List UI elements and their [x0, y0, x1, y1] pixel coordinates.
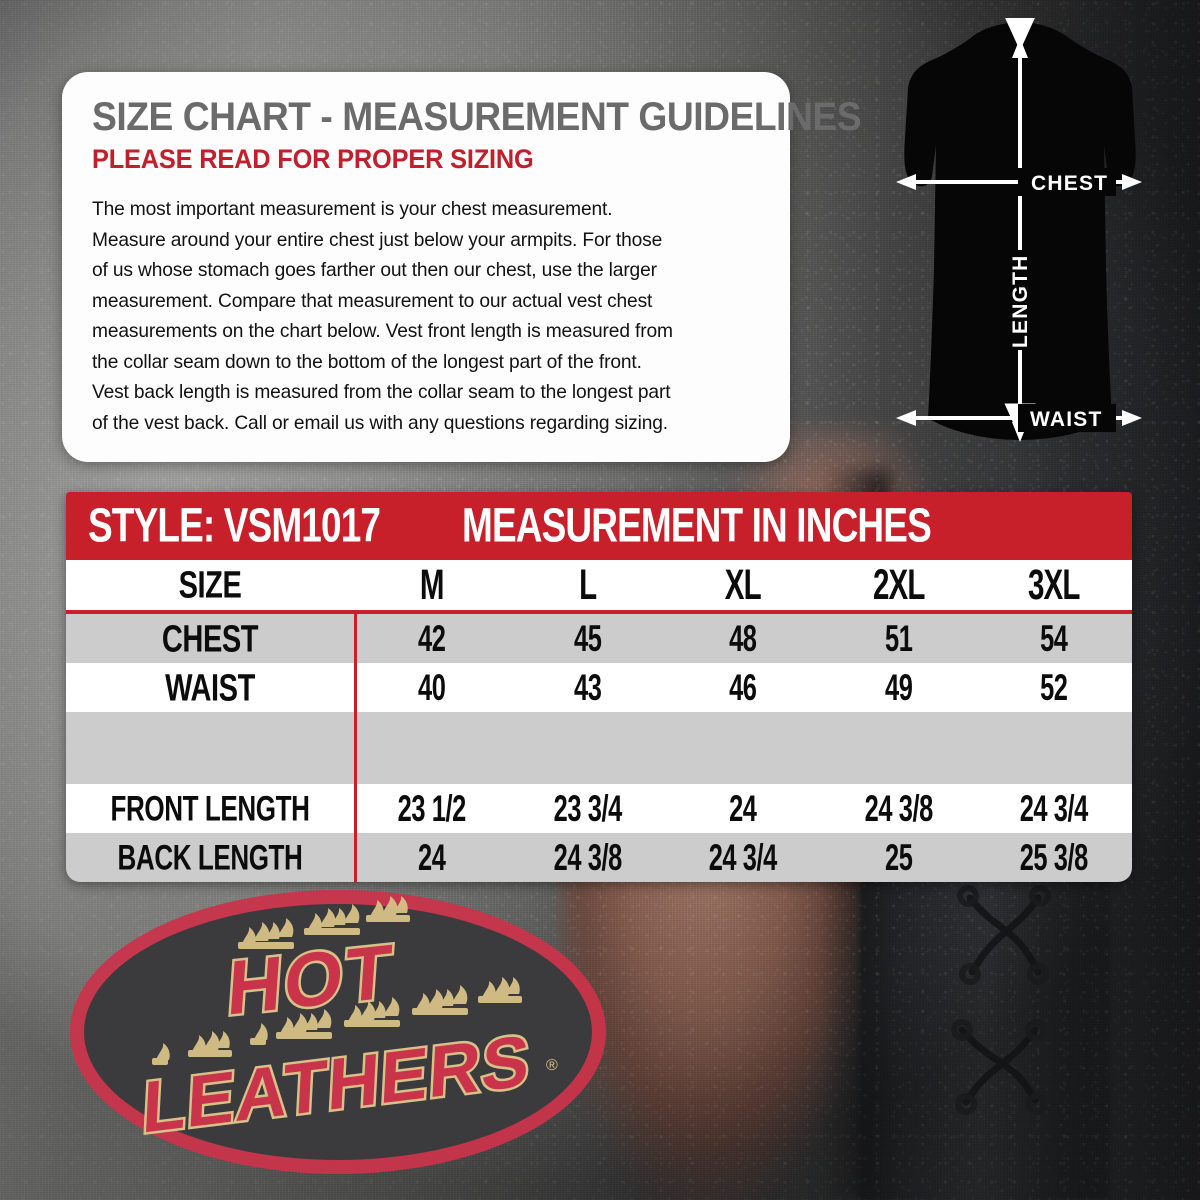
column-divider [354, 614, 357, 663]
cell-waist-l: 43 [573, 665, 602, 708]
cell-chest-l: 45 [573, 616, 602, 659]
cell-chest-2xl: 51 [884, 616, 913, 659]
column-divider [354, 833, 357, 882]
cell-waist-xl: 46 [729, 665, 757, 708]
header-size-2xl: 2XL [872, 560, 926, 609]
info-card: SIZE CHART - MEASUREMENT GUIDELINES PLEA… [62, 72, 862, 462]
chest-label: CHEST [1031, 172, 1108, 195]
column-divider [354, 784, 357, 833]
header-size-l: L [578, 560, 597, 609]
cell-chest-3xl: 54 [1040, 616, 1068, 659]
cell-front-length-l: 23 3/4 [553, 786, 622, 829]
row-label-back-length: BACK LENGTH [117, 836, 303, 877]
cell-front-length-xl: 24 [729, 786, 757, 829]
measurement-label: MEASUREMENT IN INCHES [461, 498, 932, 553]
cell-waist-2xl: 49 [884, 665, 913, 708]
cell-back-length-l: 24 3/8 [553, 835, 622, 878]
cell-back-length-3xl: 25 3/8 [1020, 835, 1089, 878]
row-label-waist: WAIST [165, 665, 255, 709]
table-row: BACK LENGTH 24 24 3/8 24 3/4 25 25 3/8 [66, 833, 1132, 882]
cell-chest-m: 42 [418, 616, 446, 659]
cell-waist-3xl: 52 [1040, 665, 1068, 708]
size-table: STYLE: VSM1017 MEASUREMENT IN INCHES SIZ… [66, 492, 1132, 882]
row-label-chest: CHEST [161, 616, 259, 660]
cell-waist-m: 40 [418, 665, 446, 708]
header-size-m: M [419, 560, 445, 609]
instructions-text: The most important measurement is your c… [92, 199, 673, 434]
waist-label: WAIST [1030, 408, 1103, 431]
table-header-row: SIZE M L XL 2XL 3XL [66, 560, 1132, 614]
table-row: CHEST 42 45 48 51 54 [66, 614, 1132, 663]
brand-logo-icon: HOT LEATHERS [70, 890, 606, 1174]
style-label: STYLE: VSM1017 [88, 498, 381, 553]
page-subtitle: PLEASE READ FOR PROPER SIZING [92, 144, 534, 174]
cell-front-length-3xl: 24 3/4 [1020, 786, 1089, 829]
table-row: FRONT LENGTH 23 1/2 23 3/4 24 24 3/8 24 … [66, 784, 1132, 833]
header-size: SIZE [178, 563, 242, 606]
cell-front-length-m: 23 1/2 [397, 786, 467, 829]
row-label-front-length: FRONT LENGTH [110, 787, 310, 828]
logo-trademark: ® [546, 1057, 558, 1074]
vest-diagram: CHEST WAIST LENGTH [858, 18, 1178, 470]
header-size-xl: XL [724, 560, 762, 609]
cell-back-length-2xl: 25 [884, 835, 913, 878]
cell-chest-xl: 48 [729, 616, 757, 659]
column-divider [354, 712, 357, 784]
table-row: WAIST 40 43 46 49 52 [66, 663, 1132, 712]
vest-silhouette-icon: CHEST WAIST LENGTH [896, 18, 1142, 442]
length-label: LENGTH [1009, 254, 1032, 348]
cell-back-length-m: 24 [418, 835, 446, 878]
page-title: SIZE CHART - MEASUREMENT GUIDELINES [92, 95, 862, 139]
table-spacer-row [66, 712, 1132, 784]
column-divider [354, 663, 357, 712]
hot-leathers-logo: HOT LEATHERS [64, 884, 612, 1180]
cell-back-length-xl: 24 3/4 [708, 835, 778, 878]
boot-laces-icon [951, 885, 1051, 1115]
table-banner: STYLE: VSM1017 MEASUREMENT IN INCHES [66, 492, 1132, 560]
header-size-3xl: 3XL [1028, 560, 1081, 609]
cell-front-length-2xl: 24 3/8 [864, 786, 933, 829]
